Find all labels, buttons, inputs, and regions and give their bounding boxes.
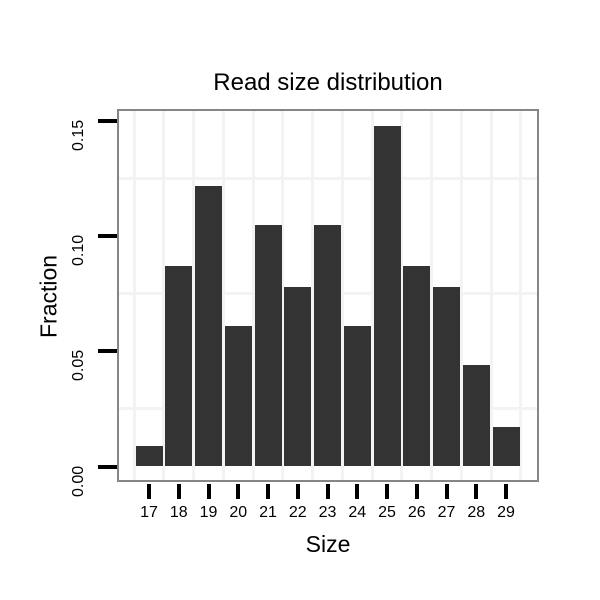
x-axis-title: Size bbox=[305, 531, 351, 557]
x-axis-tick bbox=[385, 484, 389, 499]
gridline-vertical bbox=[311, 111, 315, 480]
x-axis-tick bbox=[236, 484, 241, 499]
y-axis-tick bbox=[98, 349, 117, 354]
x-axis-tick bbox=[474, 484, 479, 499]
chart-title: Read size distribution bbox=[213, 69, 443, 96]
x-tick-label: 26 bbox=[407, 504, 426, 521]
x-axis-tick bbox=[147, 484, 151, 499]
bar-29 bbox=[492, 427, 520, 467]
gridline-vertical bbox=[192, 111, 196, 480]
x-tick-label: 21 bbox=[259, 504, 277, 521]
gridline-vertical bbox=[519, 111, 523, 480]
x-axis-tick bbox=[444, 484, 449, 499]
bar-17 bbox=[135, 445, 163, 467]
x-tick-label: 17 bbox=[140, 504, 158, 521]
x-tick-label: 19 bbox=[199, 504, 218, 521]
y-axis-title: Fraction bbox=[35, 254, 62, 339]
bar-28 bbox=[462, 365, 490, 467]
bar-layer bbox=[119, 111, 537, 480]
gridline-vertical bbox=[221, 111, 225, 480]
bar-21 bbox=[254, 224, 282, 467]
x-axis-tick bbox=[266, 484, 270, 499]
x-tick-label: 22 bbox=[288, 504, 307, 521]
gridline-vertical bbox=[430, 111, 434, 480]
gridline-vertical bbox=[370, 111, 374, 480]
x-axis-tick bbox=[176, 484, 181, 499]
y-tick-label: 0.05 bbox=[70, 349, 87, 381]
y-axis-tick bbox=[98, 234, 117, 239]
y-tick-label: 0.00 bbox=[70, 464, 87, 497]
x-axis-tick bbox=[504, 484, 508, 499]
gridline-vertical bbox=[459, 111, 463, 480]
y-axis-tick bbox=[98, 464, 117, 469]
bar-25 bbox=[373, 125, 401, 467]
y-axis-tick bbox=[98, 119, 117, 124]
x-tick-label: 20 bbox=[229, 504, 248, 521]
x-tick-label: 18 bbox=[169, 504, 188, 521]
x-tick-label: 27 bbox=[437, 504, 456, 521]
x-tick-label: 23 bbox=[318, 504, 337, 521]
gridline-vertical bbox=[489, 111, 493, 480]
x-axis-tick bbox=[206, 484, 211, 499]
bar-19 bbox=[195, 185, 222, 467]
gridline-horizontal bbox=[119, 177, 537, 181]
y-tick-label: 0.15 bbox=[70, 119, 87, 151]
gridline-vertical bbox=[281, 111, 285, 480]
gridline-vertical bbox=[251, 111, 255, 480]
gridline-vertical bbox=[132, 111, 136, 480]
bar-24 bbox=[343, 326, 371, 467]
gridline-vertical bbox=[162, 111, 166, 480]
x-tick-label: 28 bbox=[467, 504, 486, 521]
bar-20 bbox=[224, 326, 252, 467]
bar-27 bbox=[433, 286, 460, 467]
x-tick-label: 24 bbox=[348, 504, 367, 521]
bar-22 bbox=[284, 286, 312, 467]
x-axis-tick bbox=[355, 484, 360, 499]
bar-18 bbox=[165, 266, 193, 467]
x-tick-label: 29 bbox=[497, 504, 515, 521]
gridline-vertical bbox=[400, 111, 404, 480]
x-axis-tick bbox=[295, 484, 300, 499]
x-axis-tick bbox=[414, 484, 419, 499]
plot-panel bbox=[117, 109, 539, 482]
x-tick-label: 25 bbox=[378, 504, 396, 521]
y-tick-label: 0.10 bbox=[70, 234, 87, 266]
bar-26 bbox=[403, 266, 431, 467]
gridline-vertical bbox=[340, 111, 344, 480]
bar-23 bbox=[314, 224, 341, 467]
x-axis-tick bbox=[325, 484, 330, 499]
